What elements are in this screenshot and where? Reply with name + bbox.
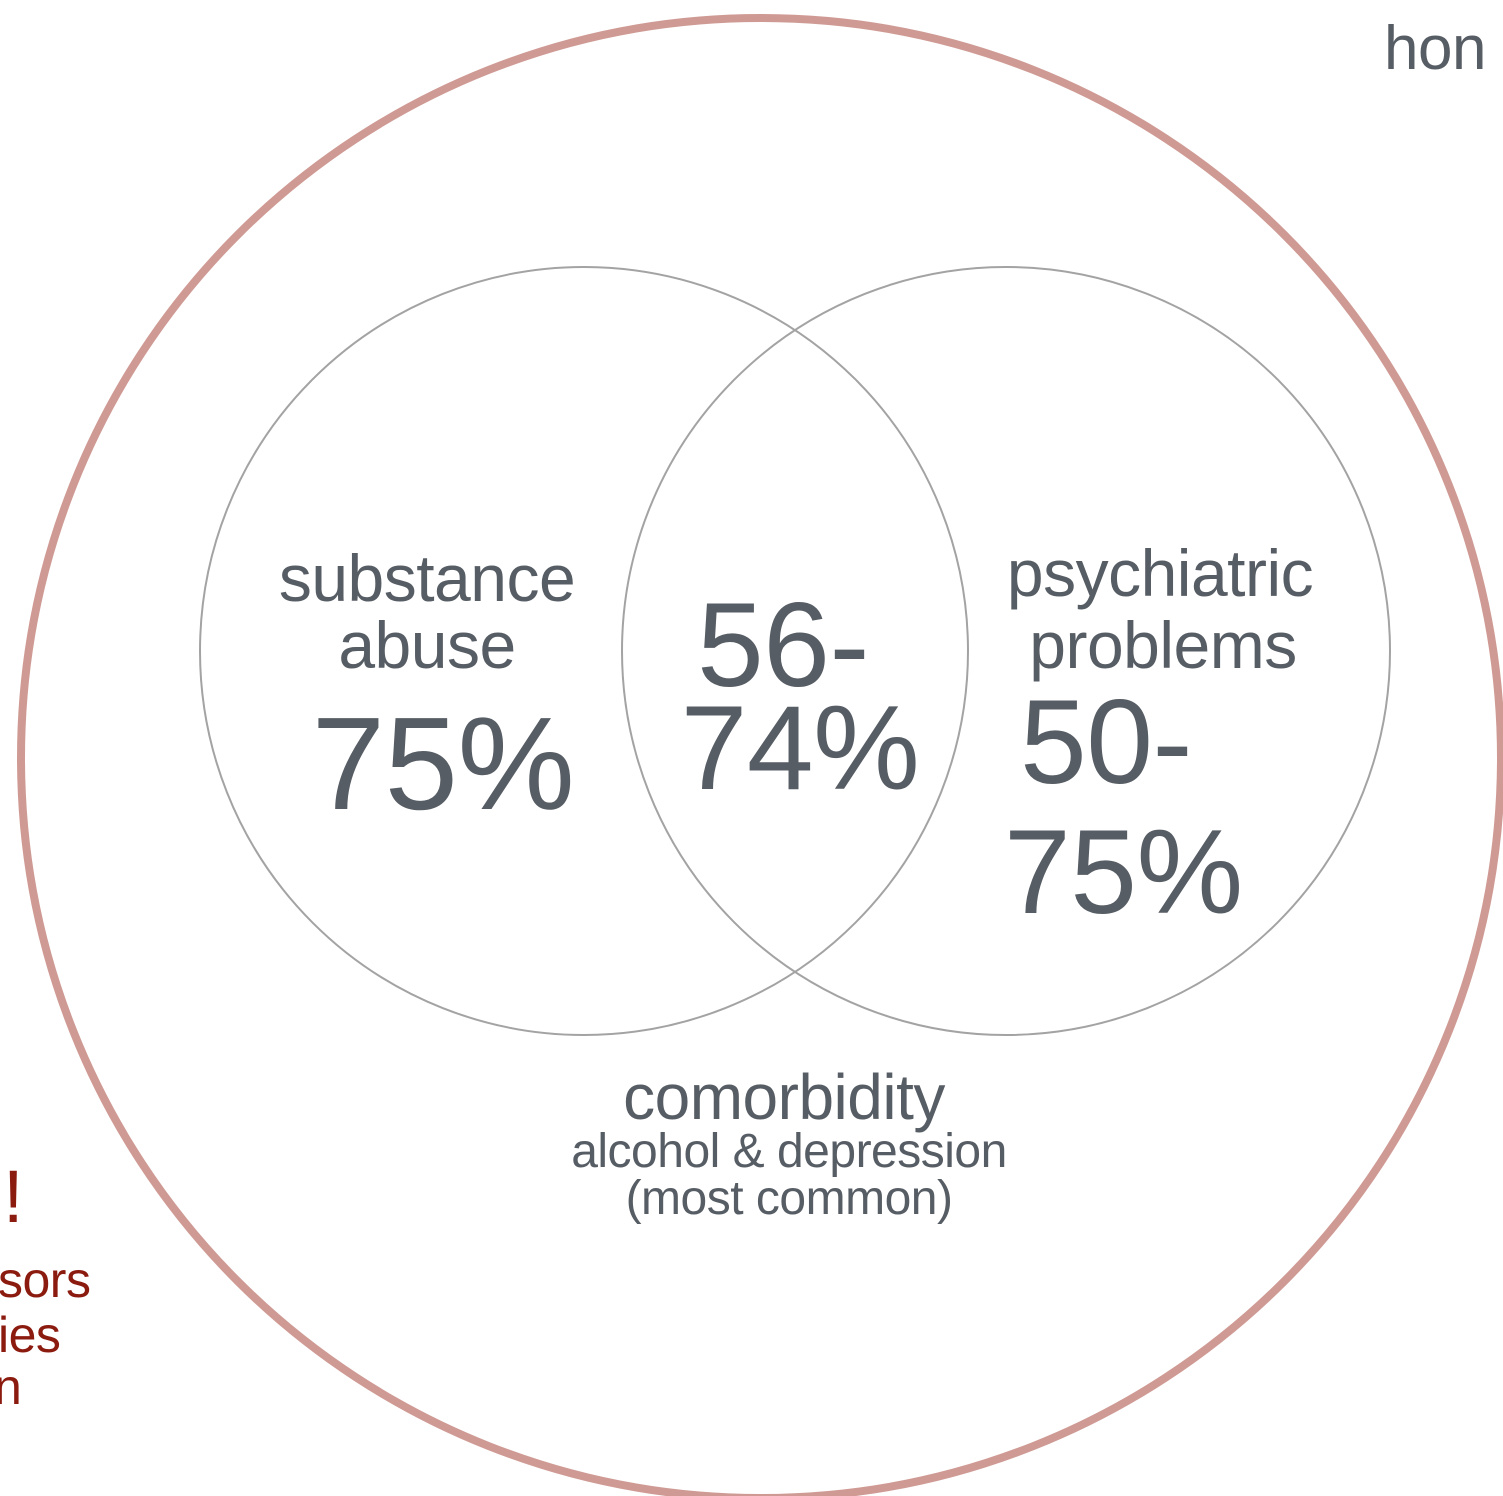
comorbidity-line1: alcohol & depression: [571, 1125, 1007, 1178]
left-fragment-line2: ies: [0, 1307, 61, 1363]
substance-label-line1: substance: [278, 541, 576, 615]
left-fragment-exclaim: !: [3, 1155, 24, 1238]
substance-label-line2: abuse: [338, 608, 516, 682]
overlap-value-line1: 56-: [697, 578, 869, 712]
left-fragment-line1: sors: [0, 1252, 91, 1308]
psychiatric-value-line2: 75%: [1004, 805, 1243, 939]
comorbidity-title: comorbidity: [623, 1061, 945, 1133]
psychiatric-label-line1: psychiatric: [1006, 536, 1314, 610]
top-right-partial-label: hon: [1384, 14, 1486, 83]
left-fragment-line3: n: [0, 1359, 22, 1415]
overlap-value-line2: 74%: [680, 681, 920, 815]
comorbidity-line2: (most common): [625, 1172, 953, 1225]
substance-value: 75%: [311, 690, 575, 837]
psychiatric-label-line2: problems: [1029, 608, 1297, 682]
left-circle: [199, 266, 969, 1036]
psychiatric-value-line1: 50-: [1020, 675, 1192, 809]
outer-circle: [17, 14, 1503, 1496]
right-circle: [621, 266, 1391, 1036]
